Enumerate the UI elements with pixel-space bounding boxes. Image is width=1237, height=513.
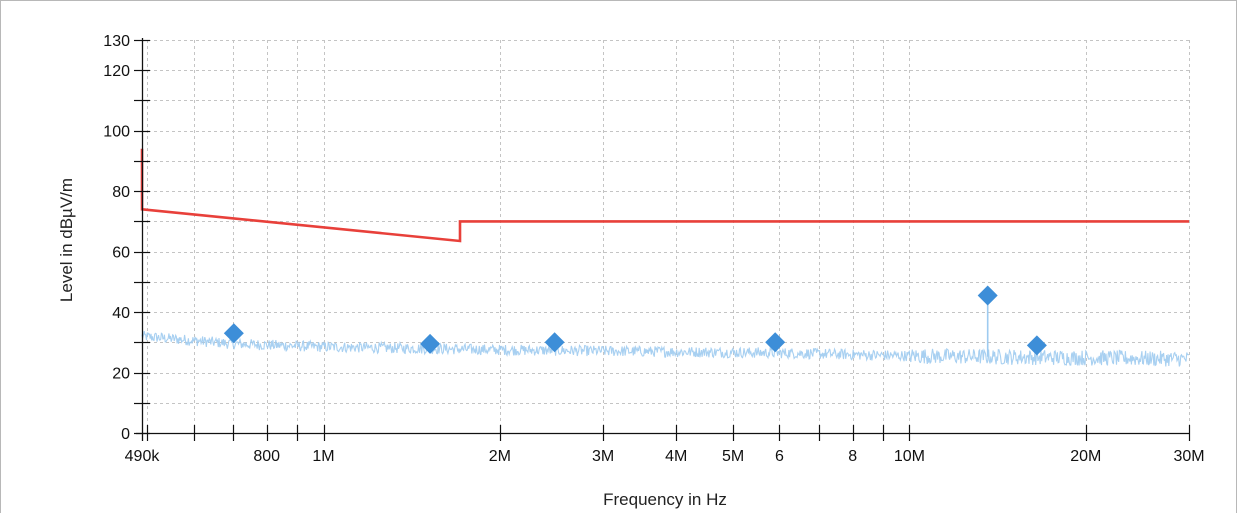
x-tick-label: 2M	[489, 448, 511, 465]
marker-diamond	[544, 332, 565, 353]
y-tick-label: 120	[103, 63, 130, 80]
y-tick-labels: 0 20 40 60 80 100 120 130	[103, 33, 130, 443]
marker-diamond	[420, 333, 441, 354]
marker-diamond	[977, 285, 998, 306]
axes	[134, 38, 1191, 441]
grid	[142, 40, 1190, 434]
limit-line	[140, 148, 1189, 243]
measurement-trace-path	[141, 330, 1190, 367]
x-tick-labels: 490k 800 1M 2M 3M 4M 5M 6 8 10M 20M 30M	[125, 448, 1205, 465]
y-tick-label: 100	[103, 124, 130, 141]
y-axis-title: Level in dBµV/m	[57, 178, 76, 302]
x-tick-label: 30M	[1173, 448, 1204, 465]
y-tick-label: 40	[112, 305, 130, 322]
x-tick-label: 490k	[125, 448, 161, 465]
measurement-trace	[141, 299, 1190, 367]
limit-line-path	[140, 148, 1189, 243]
x-tick-label: 6	[775, 448, 784, 465]
x-tick-label: 4M	[665, 448, 687, 465]
y-tick-label: 130	[103, 33, 130, 50]
y-tick-label: 0	[121, 426, 130, 443]
y-tick-label: 20	[112, 366, 130, 383]
x-tick-label: 800	[253, 448, 280, 465]
marker-points	[223, 285, 1047, 356]
x-tick-label: 3M	[592, 448, 614, 465]
y-tick-label: 80	[112, 184, 130, 201]
x-tick-label: 20M	[1070, 448, 1101, 465]
marker-diamond	[223, 323, 244, 344]
x-tick-label: 5M	[722, 448, 744, 465]
x-tick-label: 10M	[894, 448, 925, 465]
x-axis-title: Frequency in Hz	[603, 490, 727, 509]
marker-diamond	[1026, 335, 1047, 356]
marker-diamond	[765, 332, 786, 353]
y-tick-label: 60	[112, 245, 130, 262]
x-tick-label: 8	[848, 448, 857, 465]
x-tick-label: 1M	[312, 448, 334, 465]
